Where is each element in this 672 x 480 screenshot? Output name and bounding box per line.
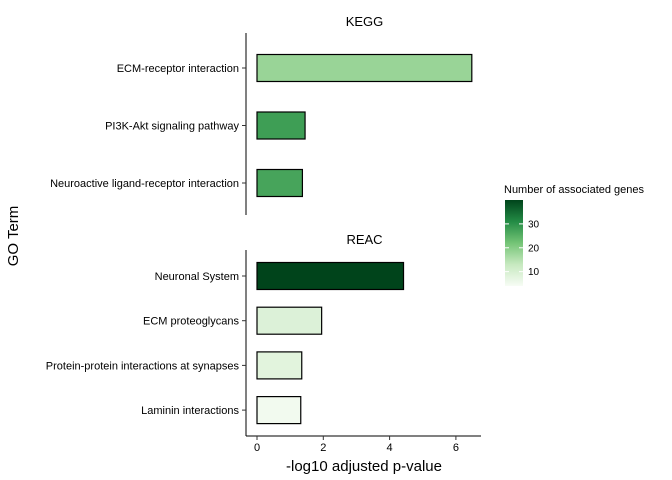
bar — [256, 168, 304, 198]
y-tick-label: Neuroactive ligand-receptor interaction — [50, 178, 239, 190]
bar — [256, 53, 473, 83]
y-tick-label: PI3K-Akt signaling pathway — [105, 121, 239, 133]
y-tick-label: Neuronal System — [155, 271, 239, 283]
facet-panel-kegg: KEGG ECM-receptor interaction PI3K-Akt sig… — [50, 14, 473, 215]
bar — [256, 111, 306, 140]
legend-colorbar — [505, 200, 523, 286]
bar — [256, 396, 302, 425]
facet-panel-reac: REAC Neuronal System ECM proteoglycans Prot… — [46, 232, 405, 436]
legend-tick-label: 20 — [528, 243, 540, 254]
legend-tick-label: 10 — [528, 267, 540, 278]
x-tick-label: 6 — [453, 442, 459, 454]
legend-tick-label: 30 — [528, 219, 540, 230]
bar — [256, 306, 323, 335]
x-axis: 0 2 4 6 — [246, 435, 481, 454]
y-tick-label: ECM-receptor interaction — [117, 63, 239, 75]
legend-ticks: 10 20 30 — [505, 219, 540, 278]
x-tick-label: 2 — [320, 442, 326, 454]
legend-title: Number of associated genes — [504, 184, 645, 196]
y-tick-label: Protein-protein interactions at synapses — [46, 360, 240, 372]
y-axis-title: GO Term — [5, 206, 22, 267]
bar — [256, 261, 405, 291]
x-tick-label: 0 — [254, 442, 260, 454]
y-tick-label: Laminin interactions — [141, 405, 239, 417]
legend: Number of associated genes 10 20 30 — [504, 184, 645, 286]
facet-panels: KEGG ECM-receptor interaction PI3K-Akt sig… — [46, 14, 473, 436]
y-tick-label: ECM proteoglycans — [143, 316, 239, 328]
x-axis-title: -log10 adjusted p-value — [286, 458, 442, 475]
facet-strip-title: REAC — [346, 232, 382, 247]
facet-strip-title: KEGG — [346, 14, 384, 29]
bar — [256, 351, 303, 380]
x-tick-label: 4 — [387, 442, 393, 454]
